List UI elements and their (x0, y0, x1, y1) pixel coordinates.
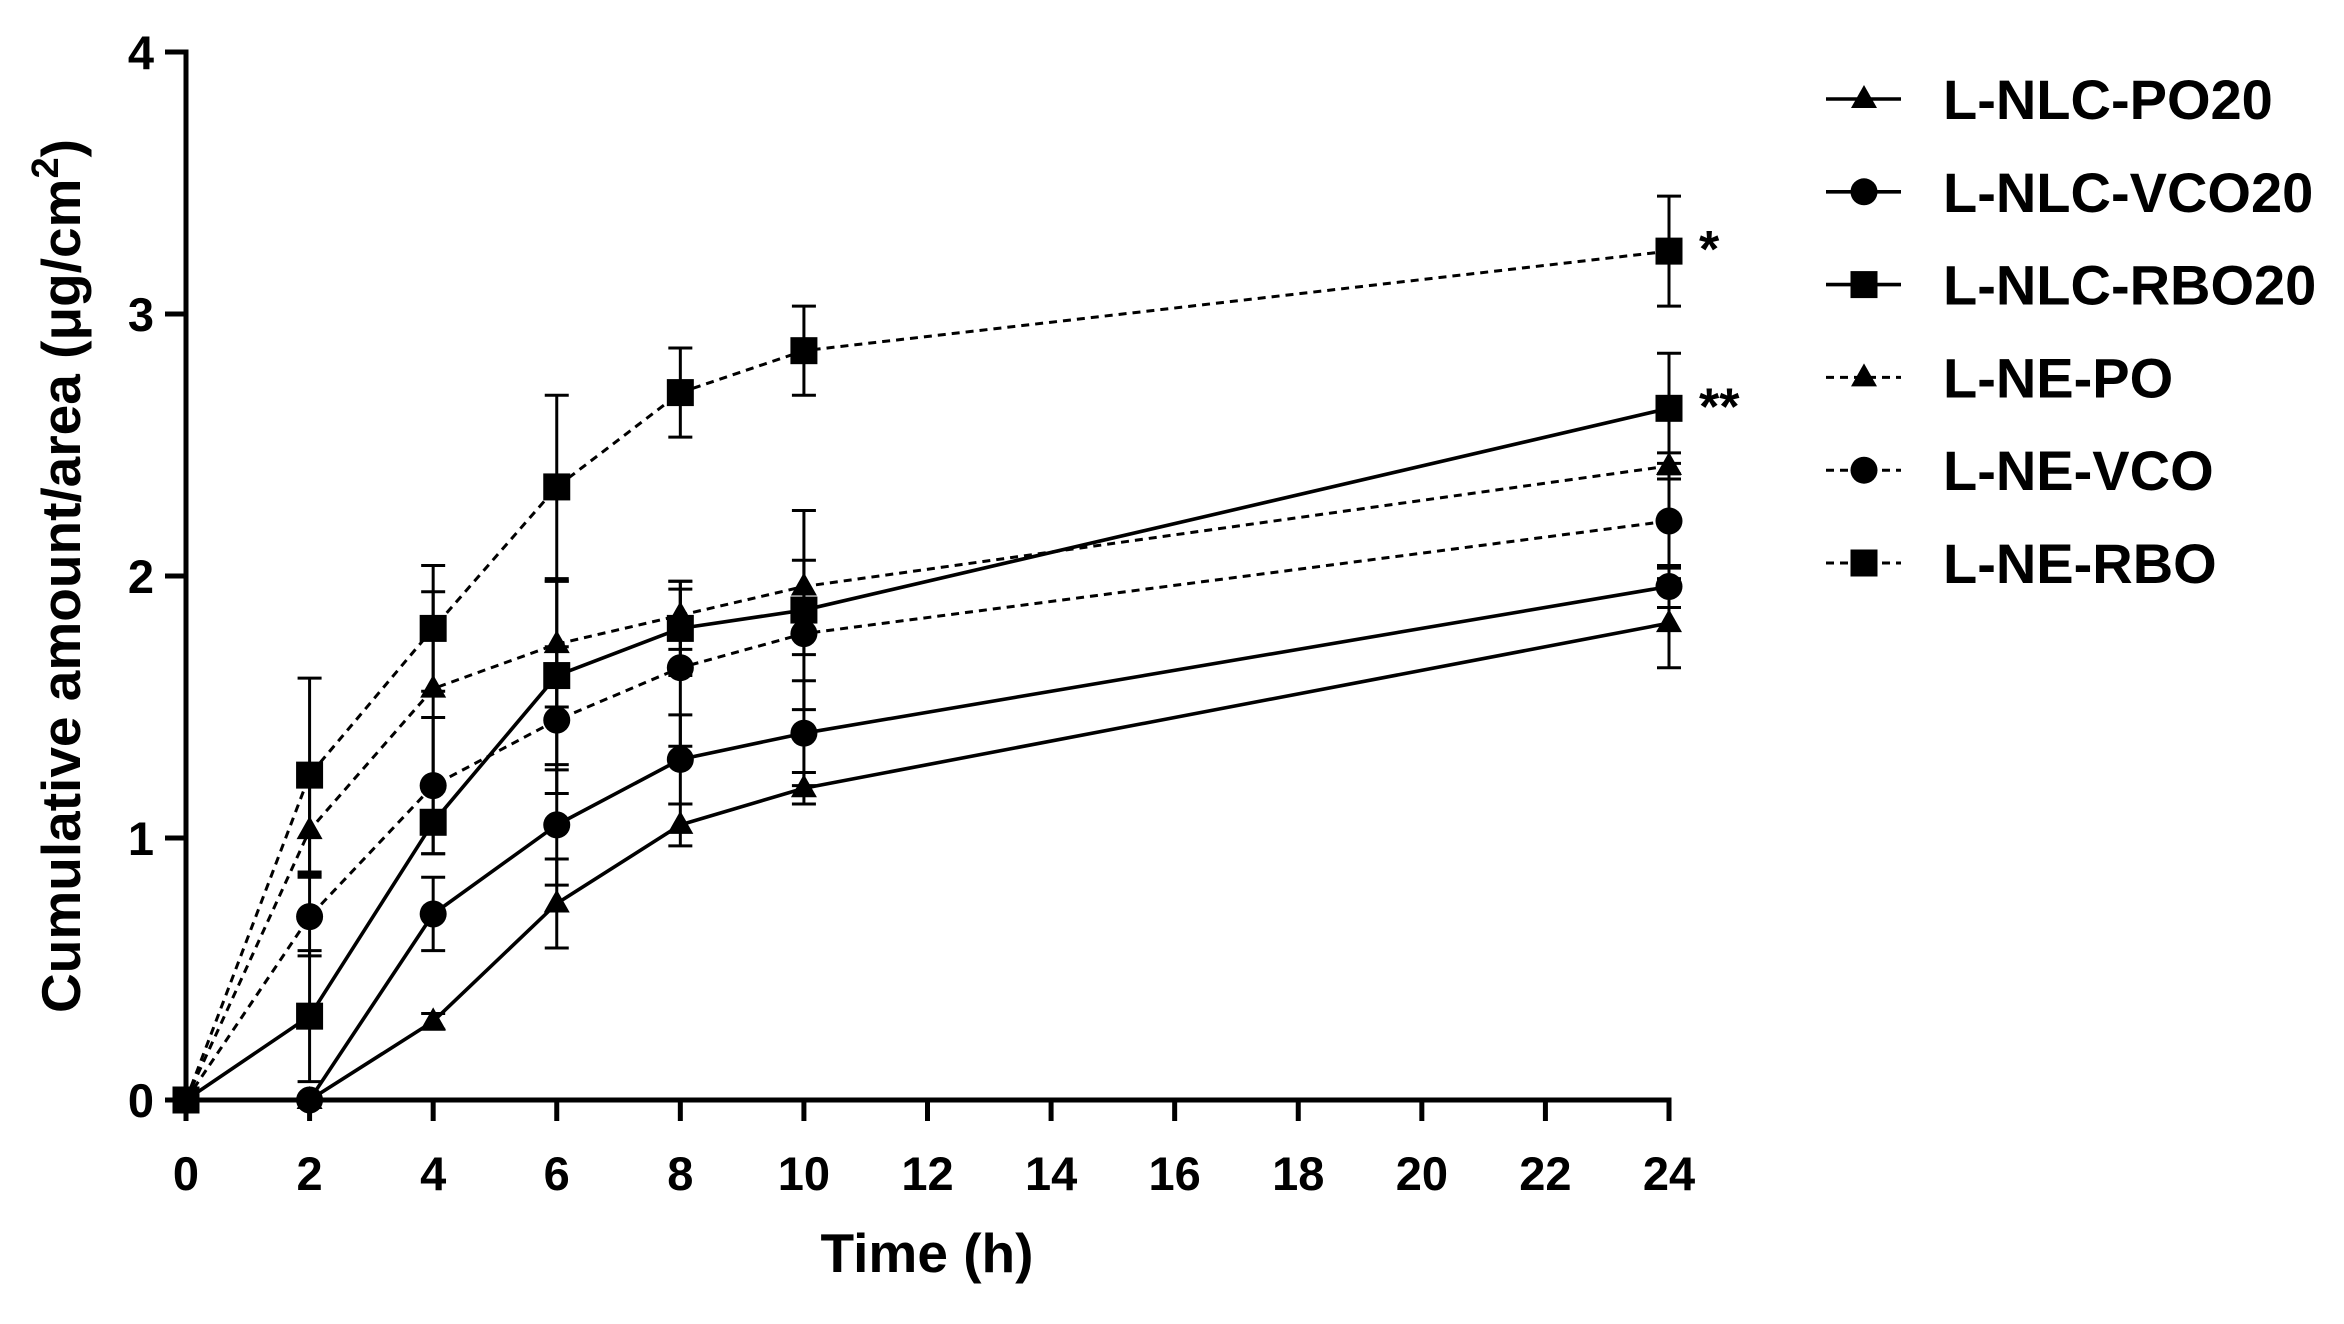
legend-marker-l-ne-vco (1850, 456, 1878, 484)
annotation-0: * (1699, 221, 1720, 279)
marker-l-ne-rbo-t2 (296, 761, 324, 789)
marker-l-nlc-vco20-t2 (296, 1086, 324, 1114)
legend-marker-l-nlc-rbo20 (1850, 271, 1878, 299)
y-axis-title: Cumulative amount/area (μg/cm2) (25, 139, 92, 1013)
legend-item-l-nlc-po20: L-NLC-PO20 (1826, 68, 2273, 131)
marker-l-ne-vco-t4 (419, 772, 447, 800)
legend-marker-l-nlc-vco20 (1850, 178, 1878, 206)
marker-l-nlc-rbo20-t2 (296, 1002, 324, 1030)
legend-marker-l-nlc-po20 (1851, 85, 1877, 108)
marker-l-ne-po-t6 (543, 630, 570, 654)
marker-l-ne-vco-t10 (790, 620, 818, 648)
legend-item-l-ne-po: L-NE-PO (1826, 346, 2173, 409)
y-tick-label-1: 1 (128, 812, 154, 865)
legend-label-l-ne-rbo: L-NE-RBO (1943, 532, 2217, 595)
x-tick-label-8: 8 (667, 1147, 693, 1200)
marker-l-ne-po-t4 (420, 674, 447, 698)
y-axis-title-close: ) (30, 139, 92, 157)
legend-item-l-nlc-rbo20: L-NLC-RBO20 (1826, 254, 2316, 317)
marker-l-nlc-rbo20-t6 (543, 662, 571, 690)
x-tick-label-20: 20 (1396, 1147, 1448, 1200)
y-axis-title-superscript: 2 (25, 157, 67, 178)
legend-label-l-ne-po: L-NE-PO (1943, 346, 2173, 409)
significance-annotations: *** (1699, 221, 1740, 436)
x-tick-label-22: 22 (1519, 1147, 1571, 1200)
marker-l-nlc-vco20-t8 (666, 745, 694, 773)
x-tick-label-10: 10 (778, 1147, 830, 1200)
marker-l-nlc-po20-t6 (543, 889, 570, 913)
series-layer (172, 194, 1683, 1114)
y-tick-label-0: 0 (128, 1074, 154, 1127)
x-tick-label-4: 4 (420, 1147, 446, 1200)
x-tick-label-16: 16 (1149, 1147, 1201, 1200)
marker-l-ne-vco-t8 (666, 654, 694, 682)
marker-l-nlc-po20-t8 (667, 810, 694, 834)
marker-l-ne-po-t24 (1656, 451, 1682, 475)
y-tick-label-4: 4 (128, 26, 154, 79)
legend-label-l-ne-vco: L-NE-VCO (1943, 439, 2214, 502)
x-tick-label-14: 14 (1025, 1147, 1077, 1200)
marker-l-nlc-po20-t24 (1656, 609, 1682, 633)
marker-l-ne-po-t2 (296, 816, 323, 840)
x-tick-label-18: 18 (1272, 1147, 1324, 1200)
legend: L-NLC-PO20 L-NLC-VCO20 L-NLC-RBO20 L-NE-PO L… (1826, 68, 2316, 595)
y-tick-label-2: 2 (128, 550, 154, 603)
series-markers (172, 237, 1683, 1114)
legend-label-l-nlc-vco20: L-NLC-VCO20 (1943, 161, 2313, 224)
legend-item-l-ne-vco: L-NE-VCO (1826, 439, 2214, 502)
marker-l-nlc-rbo20-t4 (419, 808, 447, 836)
legend-label-l-nlc-rbo20: L-NLC-RBO20 (1943, 254, 2316, 317)
y-tick-label-3: 3 (128, 288, 154, 341)
marker-l-nlc-po20-t4 (420, 1007, 447, 1031)
marker-l-ne-po-t8 (667, 601, 694, 625)
marker-l-nlc-vco20-t24 (1655, 572, 1683, 600)
x-axis-title: Time (h) (821, 1222, 1034, 1284)
x-tick-label-0: 0 (173, 1147, 199, 1200)
y-axis-title-main: Cumulative amount/area (μg/cm (30, 179, 92, 1013)
marker-l-ne-rbo-t4 (419, 614, 447, 642)
legend-item-l-nlc-vco20: L-NLC-VCO20 (1826, 161, 2313, 224)
legend-label-l-nlc-po20: L-NLC-PO20 (1943, 68, 2273, 131)
marker-l-ne-rbo-t6 (543, 473, 571, 501)
x-tick-label-6: 6 (544, 1147, 570, 1200)
x-tick-label-24: 24 (1643, 1147, 1695, 1200)
marker-l-nlc-rbo20-t24 (1655, 394, 1683, 422)
x-tick-label-2: 2 (297, 1147, 323, 1200)
marker-l-ne-rbo-t10 (790, 337, 818, 365)
legend-marker-l-ne-rbo (1850, 549, 1878, 577)
marker-l-nlc-rbo20-t10 (790, 596, 818, 624)
x-tick-label-12: 12 (901, 1147, 953, 1200)
marker-l-ne-vco-t2 (296, 903, 324, 931)
marker-l-ne-vco-t6 (543, 706, 571, 734)
annotation-1: ** (1699, 378, 1740, 436)
marker-l-nlc-vco20-t6 (543, 811, 571, 839)
marker-l-ne-rbo-t8 (666, 379, 694, 407)
marker-l-ne-rbo-t24 (1655, 237, 1683, 265)
marker-l-ne-rbo-t0 (172, 1086, 200, 1114)
marker-l-ne-vco-t24 (1655, 507, 1683, 535)
marker-l-nlc-vco20-t4 (419, 900, 447, 928)
marker-l-nlc-vco20-t10 (790, 719, 818, 747)
legend-marker-l-ne-po (1851, 363, 1877, 387)
legend-item-l-ne-rbo: L-NE-RBO (1826, 532, 2217, 595)
marker-l-nlc-po20-t10 (790, 774, 817, 798)
marker-l-ne-po-t10 (790, 572, 817, 596)
